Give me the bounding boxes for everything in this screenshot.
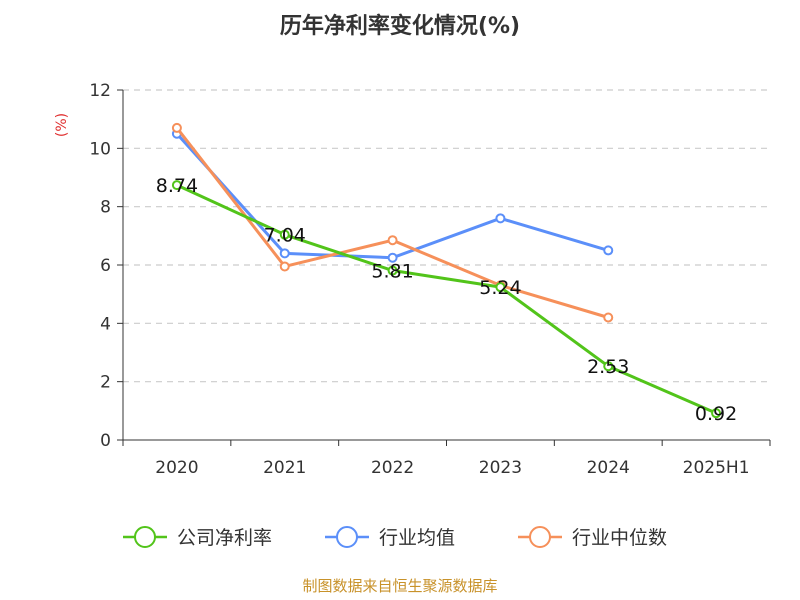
data-point[interactable] xyxy=(279,248,290,259)
series-2 xyxy=(171,122,614,323)
data-label: 2.53 xyxy=(587,356,629,378)
y-tick-label: 12 xyxy=(89,81,111,101)
axes: 0 2 4 6 8 10 12 2020 2021 2022 2023 2024 2025H1 xyxy=(89,81,771,478)
legend-label: 行业均值 xyxy=(379,527,455,549)
series-line xyxy=(176,183,717,415)
data-label: 5.24 xyxy=(479,277,521,299)
legend[interactable]: 公司净利率 行业均值 行业中位数 xyxy=(123,526,667,549)
series-0 xyxy=(171,180,722,419)
data-point[interactable] xyxy=(279,261,290,272)
series-layer xyxy=(171,122,722,419)
x-tick-label: 2021 xyxy=(263,458,306,478)
data-label: 5.81 xyxy=(371,261,413,283)
data-point[interactable] xyxy=(387,235,398,246)
data-point[interactable] xyxy=(495,282,506,293)
legend-marker xyxy=(336,526,358,548)
data-point[interactable] xyxy=(171,122,182,133)
legend-marker xyxy=(134,526,156,548)
chart-title: 历年净利率变化情况(%) xyxy=(280,13,520,39)
x-tick-label: 2023 xyxy=(479,458,522,478)
series-line xyxy=(175,126,609,319)
data-point[interactable] xyxy=(603,361,614,372)
data-point[interactable] xyxy=(171,180,182,191)
y-axis-unit: (%) xyxy=(54,113,70,137)
x-tick-label: 2025H1 xyxy=(683,458,750,478)
data-point[interactable] xyxy=(387,265,398,276)
y-tick-label: 10 xyxy=(89,139,111,159)
y-tick-label: 0 xyxy=(100,431,111,451)
legend-item[interactable]: 行业中位数 xyxy=(518,526,667,549)
y-tick-label: 8 xyxy=(100,198,111,218)
data-labels: 8.74 7.04 5.81 5.24 2.53 0.92 xyxy=(156,175,737,425)
legend-item[interactable]: 行业均值 xyxy=(325,526,455,549)
legend-label: 公司净利率 xyxy=(177,527,272,549)
x-tick-label: 2020 xyxy=(155,458,198,478)
y-tick-label: 2 xyxy=(100,373,111,393)
data-label: 7.04 xyxy=(264,225,306,247)
x-tick-label: 2022 xyxy=(371,458,414,478)
data-point[interactable] xyxy=(279,229,290,240)
data-point[interactable] xyxy=(603,312,614,323)
data-point[interactable] xyxy=(711,408,722,419)
data-label: 8.74 xyxy=(156,175,198,197)
gridlines xyxy=(123,89,770,383)
y-tick-label: 4 xyxy=(100,314,111,334)
data-point[interactable] xyxy=(387,252,398,263)
data-point[interactable] xyxy=(495,213,506,224)
legend-marker xyxy=(529,526,551,548)
legend-item[interactable]: 公司净利率 xyxy=(123,526,272,549)
x-tick-label: 2024 xyxy=(587,458,630,478)
y-tick-label: 6 xyxy=(100,256,111,276)
source-note: 制图数据来自恒生聚源数据库 xyxy=(302,577,497,595)
data-point[interactable] xyxy=(603,245,614,256)
legend-label: 行业中位数 xyxy=(572,527,667,549)
data-label: 0.92 xyxy=(695,403,737,425)
